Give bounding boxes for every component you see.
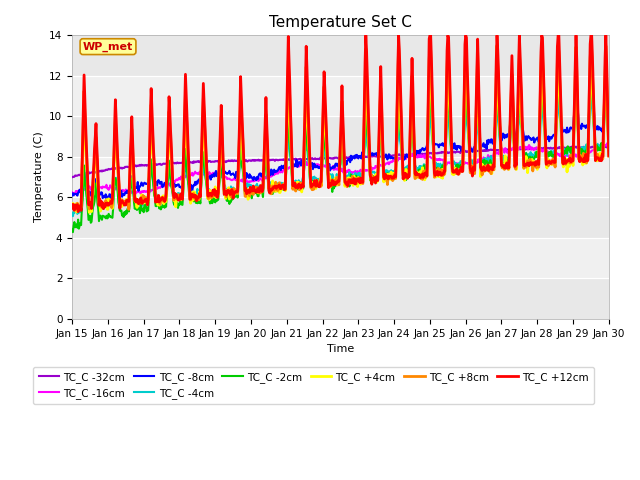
TC_C -2cm [69, 229, 77, 235]
TC_C -8cm [210, 171, 218, 177]
TC_C +8cm [68, 202, 76, 208]
TC_C -2cm [605, 143, 612, 148]
TC_C +4cm [557, 124, 565, 130]
Bar [72, 157, 609, 197]
TC_C -8cm [557, 118, 565, 123]
Title: Temperature Set C: Temperature Set C [269, 15, 412, 30]
TC_C -16cm [187, 172, 195, 178]
TC_C -4cm [187, 192, 195, 197]
TC_C -2cm [557, 112, 564, 118]
TC_C +8cm [187, 197, 195, 203]
TC_C -4cm [438, 163, 445, 168]
Legend: TC_C -32cm, TC_C -16cm, TC_C -8cm, TC_C -4cm, TC_C -2cm, TC_C +4cm, TC_C +8cm, T: TC_C -32cm, TC_C -16cm, TC_C -8cm, TC_C … [33, 367, 594, 404]
TC_C +4cm [210, 193, 218, 199]
TC_C -4cm [333, 171, 340, 177]
Line: TC_C -8cm: TC_C -8cm [72, 106, 609, 200]
TC_C -16cm [557, 154, 564, 159]
TC_C -16cm [333, 167, 340, 172]
TC_C -4cm [605, 148, 612, 154]
TC_C -2cm [333, 181, 340, 187]
TC_C -8cm [187, 182, 195, 188]
TC_C -8cm [333, 163, 340, 168]
TC_C +12cm [439, 171, 447, 177]
TC_C +4cm [86, 209, 93, 215]
TC_C +12cm [74, 209, 82, 215]
Line: TC_C +8cm: TC_C +8cm [72, 46, 609, 210]
TC_C -4cm [557, 119, 564, 125]
Bar [72, 76, 609, 116]
TC_C -32cm [332, 155, 340, 160]
TC_C +8cm [395, 43, 403, 48]
TC_C -8cm [107, 197, 115, 203]
TC_C +12cm [362, 33, 370, 38]
TC_C +4cm [554, 50, 562, 56]
TC_C +12cm [210, 188, 218, 194]
TC_C +8cm [210, 192, 218, 198]
TC_C -2cm [587, 73, 595, 79]
TC_C -32cm [602, 144, 610, 149]
Bar [72, 197, 609, 238]
TC_C +4cm [438, 167, 445, 172]
TC_C +12cm [386, 173, 394, 179]
TC_C +12cm [605, 153, 612, 158]
TC_C +4cm [385, 172, 393, 178]
TC_C -8cm [605, 127, 612, 133]
TC_C -2cm [385, 173, 393, 179]
Text: WP_met: WP_met [83, 41, 133, 52]
TC_C +8cm [333, 175, 340, 180]
TC_C -16cm [605, 141, 612, 146]
Bar [72, 36, 609, 76]
TC_C -2cm [210, 194, 218, 200]
TC_C -32cm [68, 174, 76, 180]
TC_C +4cm [187, 200, 195, 206]
TC_C -32cm [186, 159, 194, 165]
Bar [72, 278, 609, 319]
TC_C -32cm [209, 159, 217, 165]
TC_C +12cm [333, 179, 340, 185]
TC_C -16cm [69, 192, 77, 198]
TC_C +12cm [68, 205, 76, 211]
Bar [72, 238, 609, 278]
Bar [72, 116, 609, 157]
TC_C -4cm [68, 210, 76, 216]
TC_C -16cm [385, 161, 393, 167]
TC_C +8cm [70, 207, 78, 213]
Y-axis label: Temperature (C): Temperature (C) [34, 132, 44, 223]
TC_C -2cm [68, 227, 76, 233]
TC_C -8cm [68, 192, 76, 198]
TC_C -4cm [385, 168, 393, 174]
X-axis label: Time: Time [327, 344, 354, 354]
TC_C -4cm [587, 91, 595, 96]
Line: TC_C -32cm: TC_C -32cm [72, 146, 609, 177]
TC_C -4cm [69, 213, 77, 219]
TC_C +12cm [557, 106, 565, 112]
TC_C -8cm [426, 103, 434, 109]
TC_C -2cm [187, 197, 195, 203]
Line: TC_C +12cm: TC_C +12cm [72, 36, 609, 212]
TC_C -8cm [385, 151, 393, 157]
TC_C +8cm [385, 174, 393, 180]
TC_C -32cm [437, 150, 445, 156]
TC_C -32cm [385, 153, 392, 158]
TC_C -16cm [438, 156, 445, 162]
TC_C +4cm [605, 150, 612, 156]
Line: TC_C -16cm: TC_C -16cm [72, 143, 609, 195]
TC_C -16cm [68, 190, 76, 195]
TC_C -16cm [604, 140, 611, 146]
TC_C +4cm [333, 180, 340, 186]
Line: TC_C -4cm: TC_C -4cm [72, 94, 609, 216]
TC_C -2cm [438, 167, 445, 173]
TC_C +8cm [439, 173, 447, 179]
Line: TC_C -2cm: TC_C -2cm [72, 76, 609, 232]
TC_C +8cm [605, 154, 612, 159]
TC_C +4cm [68, 201, 76, 207]
TC_C +12cm [187, 196, 195, 202]
TC_C -8cm [439, 140, 447, 146]
TC_C +8cm [557, 117, 565, 122]
TC_C -32cm [605, 144, 612, 150]
TC_C -16cm [210, 171, 218, 177]
TC_C -32cm [556, 145, 563, 151]
Line: TC_C +4cm: TC_C +4cm [72, 53, 609, 212]
TC_C -4cm [210, 192, 218, 197]
